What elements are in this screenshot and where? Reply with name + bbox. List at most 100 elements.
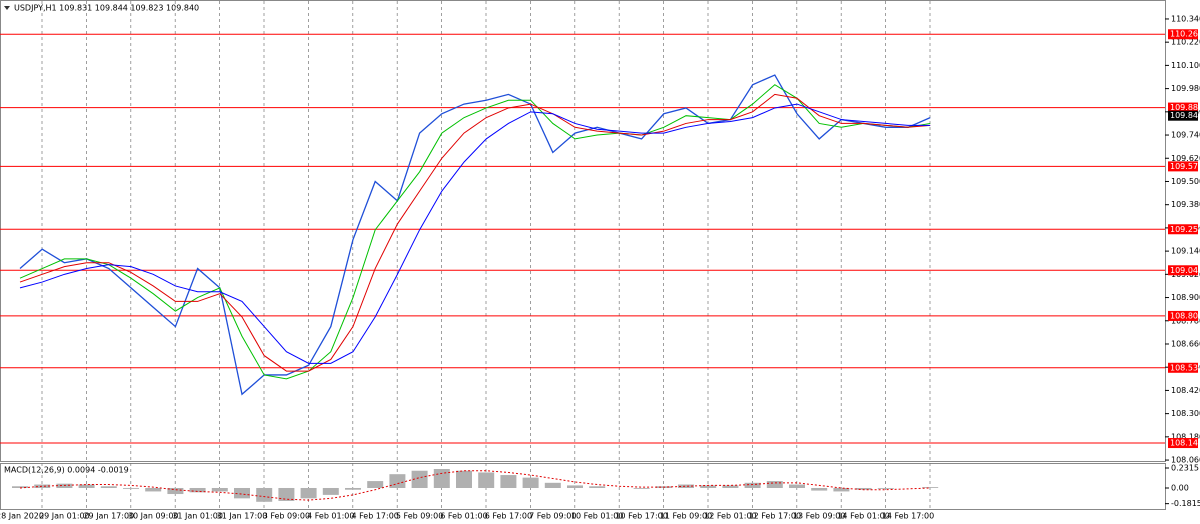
macd-signal [19, 470, 931, 501]
level-label: 109.882 [1170, 103, 1200, 112]
level-label: 110.261 [1170, 30, 1200, 39]
level-label-box [1168, 438, 1198, 449]
macd-bar [744, 482, 761, 488]
chart-title: USDJPY,H1 109.831 109.844 109.823 109.84… [14, 4, 199, 13]
price-line [19, 74, 931, 396]
x-tick-label: 28 Jan 2020 [0, 512, 44, 521]
level-label: 108.805 [1170, 311, 1200, 320]
x-tick-label: 11 Feb 09:00 [660, 512, 712, 521]
x-tick-label: 29 Jan 01:00 [39, 512, 90, 521]
macd-bar [500, 475, 517, 488]
macd-bar [833, 487, 850, 492]
macd-bar [256, 487, 273, 502]
price-label-box [1168, 110, 1198, 121]
macd-bar [722, 485, 739, 488]
x-tick-label: 12 Feb 17:00 [749, 512, 801, 521]
macd-bar [278, 487, 295, 501]
macd-bar [123, 487, 139, 489]
macd-bar [678, 484, 694, 488]
y-tick-label: 109.380 [1171, 200, 1200, 209]
y-tick-label: -0.1815 [1171, 499, 1200, 508]
x-tick-label: 29 Jan 17:00 [83, 512, 134, 521]
macd-bar [700, 485, 717, 488]
x-tick-label: 13 Feb 09:00 [793, 512, 845, 521]
macd-bar [189, 487, 206, 493]
x-tick-label: 14 Feb 17:00 [882, 512, 934, 521]
y-tick-label: 109.740 [1171, 131, 1200, 140]
macd-title: MACD(12,26,9) 0.0094 -0.0019 [4, 466, 129, 475]
macd-bar [766, 481, 783, 488]
y-tick-label: 109.140 [1171, 247, 1200, 256]
y-tick-label: 108.060 [1171, 456, 1200, 465]
macd-bar [345, 487, 361, 490]
y-tick-label: 109.620 [1171, 154, 1200, 163]
x-tick-label: 4 Feb 17:00 [351, 512, 398, 521]
x-tick-label: 10 Feb 17:00 [615, 512, 667, 521]
x-tick-label: 4 Feb 01:00 [307, 512, 354, 521]
y-tick-label: 110.220 [1171, 38, 1200, 47]
y-tick-label: 108.180 [1171, 432, 1200, 441]
x-tick-label: 12 Feb 01:00 [704, 512, 756, 521]
macd-bar [234, 487, 250, 499]
level-label-box [1168, 102, 1198, 113]
level-label: 109.578 [1170, 162, 1200, 171]
level-label-box [1168, 161, 1198, 172]
y-tick-label: 108.660 [1171, 339, 1200, 348]
level-label-box [1168, 362, 1198, 373]
level-label: 108.148 [1170, 439, 1200, 448]
macd-bar [78, 484, 95, 488]
level-label-box [1168, 265, 1198, 276]
macd-bar [411, 470, 428, 488]
y-tick-label: 108.900 [1171, 293, 1200, 302]
main-panel [0, 0, 1166, 462]
level-label: 109.041 [1170, 266, 1200, 275]
level-label-box [1168, 29, 1198, 40]
macd-bar [855, 487, 872, 490]
macd-bar [145, 487, 162, 492]
macd-bar [34, 484, 51, 488]
moving-average [19, 93, 931, 372]
y-tick-label: 110.340 [1171, 14, 1200, 23]
macd-bar [789, 484, 805, 488]
macd-bar [811, 487, 828, 491]
macd-bar [322, 487, 339, 495]
x-tick-label: 31 Jan 01:00 [172, 512, 223, 521]
macd-bar [633, 487, 650, 489]
macd-bar [433, 469, 450, 488]
x-tick-label: 31 Jan 17:00 [217, 512, 268, 521]
macd-bar [367, 481, 384, 488]
level-label-box [1168, 310, 1198, 321]
moving-average [19, 84, 931, 380]
macd-bar [478, 472, 495, 488]
macd-bar [922, 487, 939, 488]
macd-bar [877, 487, 894, 489]
x-tick-label: 5 Feb 09:00 [396, 512, 443, 521]
moving-average [19, 103, 931, 364]
macd-bar [12, 486, 28, 488]
macd-bar [211, 487, 228, 492]
price-label: 109.840 [1170, 111, 1200, 120]
x-tick-label: 10 Feb 01:00 [571, 512, 623, 521]
level-label-box [1168, 224, 1198, 235]
macd-bar [567, 485, 583, 488]
macd-bar [167, 487, 184, 495]
macd-bar [456, 470, 472, 488]
level-label: 109.253 [1170, 225, 1200, 234]
level-label: 108.537 [1170, 363, 1200, 372]
x-tick-label: 6 Feb 17:00 [485, 512, 532, 521]
x-tick-label: 7 Feb 09:00 [529, 512, 576, 521]
y-tick-label: 108.300 [1171, 409, 1200, 418]
y-tick-label: 109.980 [1171, 84, 1200, 93]
y-tick-label: 108.420 [1171, 386, 1200, 395]
macd-bar [522, 477, 539, 488]
x-tick-label: 30 Jan 09:00 [128, 512, 179, 521]
y-tick-label: 0.00 [1171, 483, 1189, 492]
symbol-menu[interactable] [4, 6, 10, 10]
macd-bar [544, 482, 561, 488]
x-tick-label: 14 Feb 01:00 [837, 512, 889, 521]
y-tick-label: 109.500 [1171, 177, 1200, 186]
macd-bar [100, 486, 117, 488]
macd-bar [389, 474, 406, 488]
